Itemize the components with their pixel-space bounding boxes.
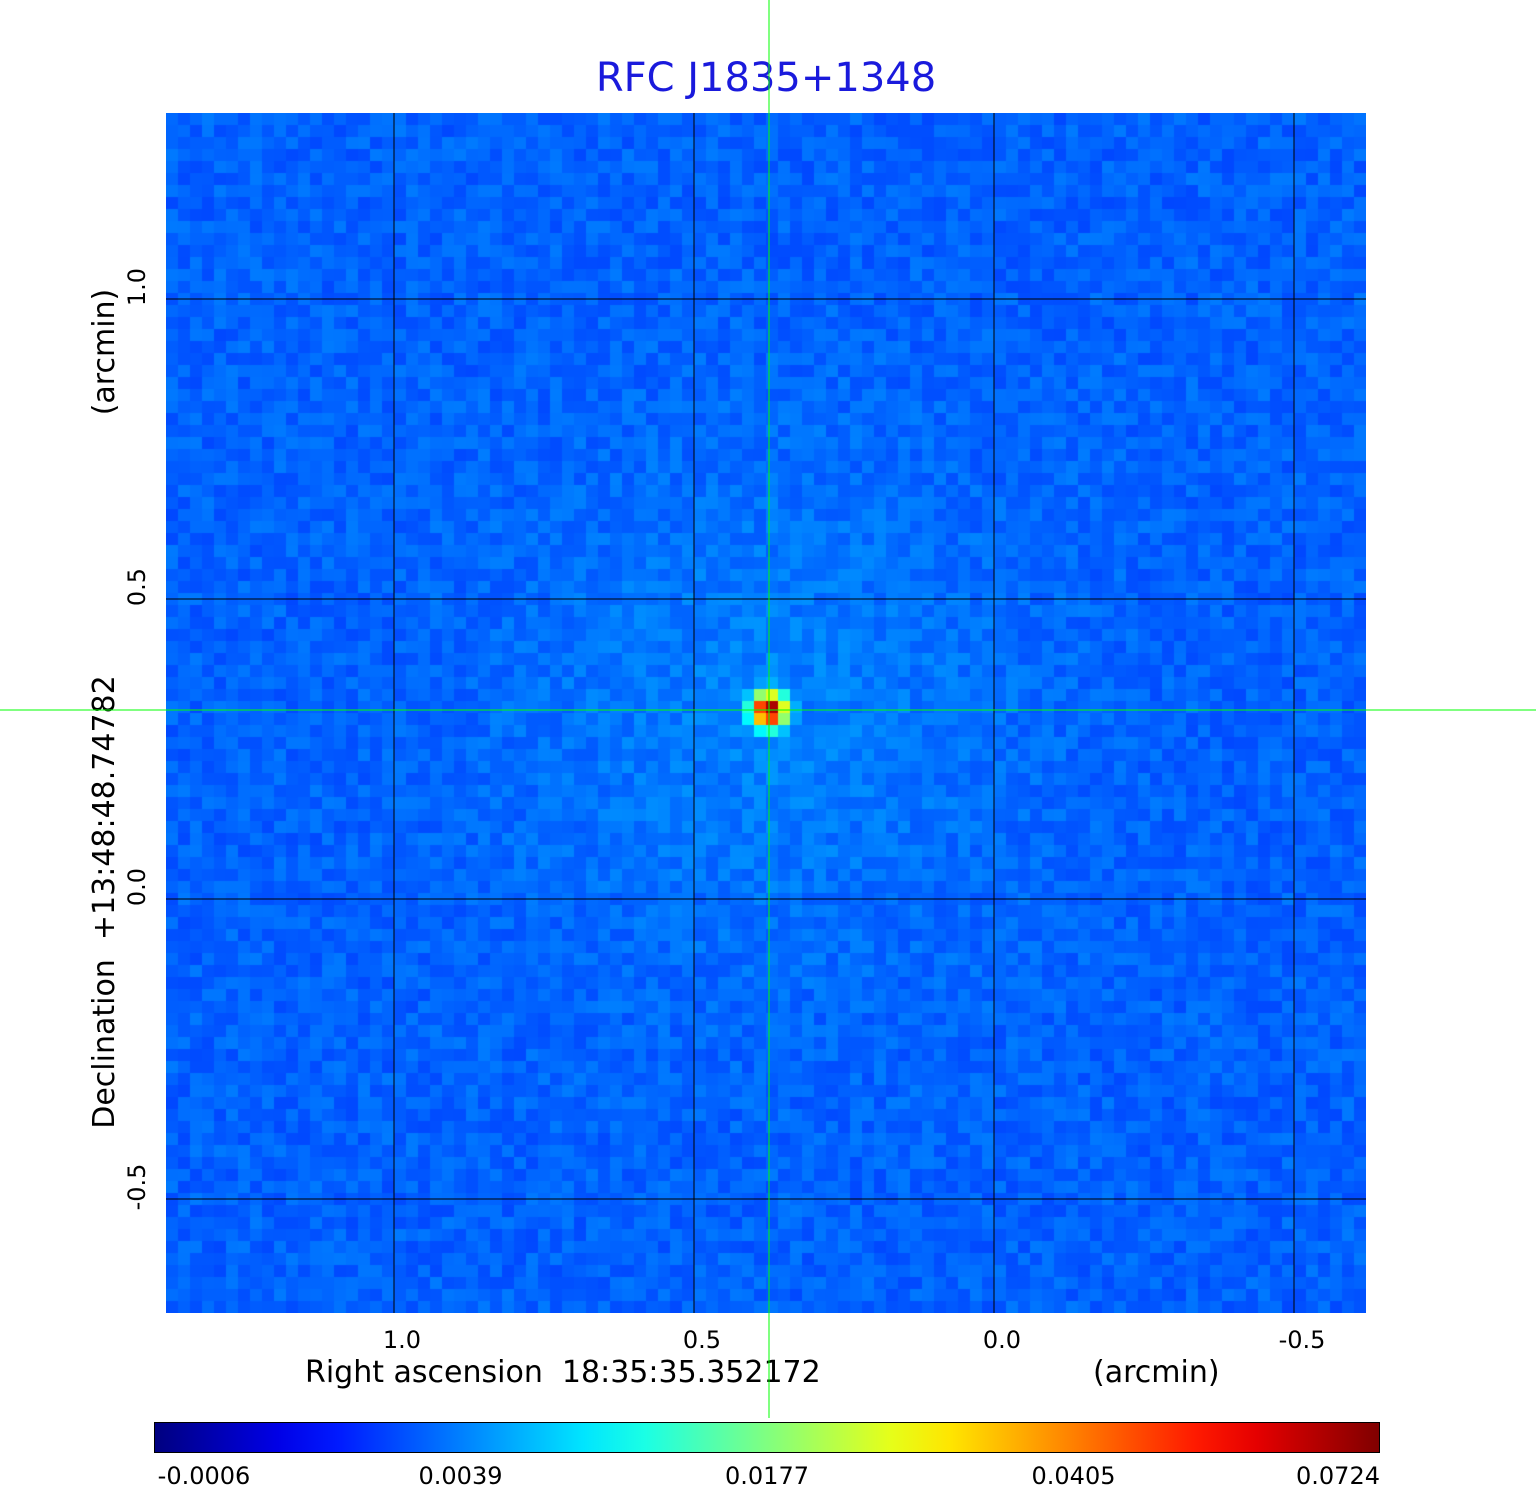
x-tick-label: 1.0 [382,1326,422,1354]
colorbar-tick-label: 0.0405 [1031,1462,1116,1490]
y-axis-label: Declination +13:48:48.74782 [87,675,122,1129]
x-axis-unit-label: (arcmin) [1093,1355,1220,1390]
chart-title: RFC J1835+1348 [595,55,937,101]
y-tick-label: 0.0 [123,867,151,907]
y-tick-label: 1.0 [123,267,151,307]
colorbar-tick-label: 0.0177 [725,1462,809,1490]
x-tick-label: -0.5 [1278,1326,1326,1354]
x-tick-label: 0.5 [682,1326,722,1354]
colorbar-tick-label: -0.0006 [157,1462,251,1490]
image-plot-area[interactable] [166,113,1366,1313]
grid-lines [166,113,1366,1313]
x-axis-label: Right ascension 18:35:35.352172 [305,1355,821,1390]
x-tick-label: 0.0 [982,1326,1022,1354]
y-tick-label: -0.5 [123,1163,151,1211]
colorbar-tick-label: 0.0724 [1296,1462,1380,1490]
y-tick-label: 0.5 [123,567,151,607]
intensity-map [166,113,1366,1313]
y-axis-unit-label: (arcmin) [87,288,122,416]
colorbar-tick-label: 0.0039 [418,1462,503,1490]
colorbar [154,1422,1380,1453]
